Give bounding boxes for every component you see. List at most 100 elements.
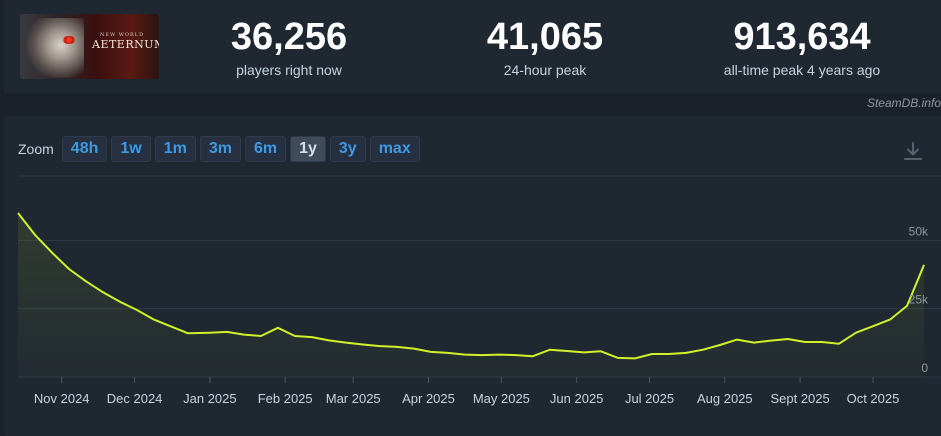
steamdb-credit[interactable]: SteamDB.info	[866, 96, 941, 110]
stat-value: 36,256	[230, 16, 348, 58]
data-point[interactable]	[753, 342, 755, 344]
zoom-1m-button[interactable]: 1m	[154, 136, 196, 162]
data-point[interactable]	[719, 344, 721, 346]
data-point[interactable]	[119, 301, 121, 303]
x-tick-label: Aug 2025	[697, 391, 753, 406]
data-point[interactable]	[430, 351, 432, 353]
zoom-max-button[interactable]: max	[369, 136, 420, 162]
data-point[interactable]	[464, 354, 466, 356]
data-point[interactable]	[345, 342, 347, 344]
data-point[interactable]	[362, 344, 364, 346]
data-point[interactable]	[294, 335, 296, 337]
data-point[interactable]	[702, 349, 704, 351]
data-point[interactable]	[260, 335, 262, 337]
x-tick-label: Oct 2025	[847, 391, 900, 406]
data-point[interactable]	[328, 340, 330, 342]
data-point[interactable]	[634, 358, 636, 360]
stat-label: players right now	[236, 62, 342, 78]
data-point[interactable]	[515, 354, 517, 356]
zoom-6m-button[interactable]: 6m	[244, 136, 287, 162]
data-point[interactable]	[498, 354, 500, 356]
x-tick-label: Jan 2025	[183, 391, 237, 406]
data-point[interactable]	[770, 340, 772, 342]
stat-label: 24-hour peak	[503, 62, 587, 78]
stat-all-time-peak: 913,634 all-time peak 4 years ago	[702, 16, 902, 78]
thumbnail-title: AETERNUM	[92, 38, 159, 51]
zoom-label: Zoom	[18, 141, 54, 157]
data-point[interactable]	[566, 350, 568, 352]
data-point[interactable]	[34, 234, 36, 236]
data-point[interactable]	[396, 346, 398, 348]
data-point[interactable]	[17, 212, 19, 214]
x-tick-label: Apr 2025	[402, 391, 455, 406]
y-tick-label: 0	[921, 361, 928, 375]
x-tick-label: Nov 2024	[34, 391, 90, 406]
data-point[interactable]	[136, 309, 138, 311]
zoom-3m-button[interactable]: 3m	[199, 136, 241, 162]
data-point[interactable]	[787, 338, 789, 340]
data-point[interactable]	[532, 355, 534, 357]
chart-panel: Zoom 48h 1w 1m 3m 6m 1y 3y max	[4, 116, 941, 436]
stat-players-now: 36,256 players right now	[189, 16, 389, 78]
data-point[interactable]	[804, 341, 806, 343]
series-area-fill	[18, 213, 924, 377]
data-point[interactable]	[51, 252, 53, 254]
data-point[interactable]	[187, 333, 189, 335]
data-point[interactable]	[379, 345, 381, 347]
x-tick-label: Dec 2024	[107, 391, 163, 406]
data-point[interactable]	[838, 343, 840, 345]
data-point[interactable]	[209, 332, 211, 334]
data-point[interactable]	[153, 319, 155, 321]
data-point[interactable]	[170, 326, 172, 328]
y-tick-label: 50k	[909, 224, 929, 238]
zoom-1w-button[interactable]: 1w	[111, 136, 151, 162]
data-point[interactable]	[549, 349, 551, 351]
zoom-controls: Zoom 48h 1w 1m 3m 6m 1y 3y max	[18, 135, 424, 163]
data-point[interactable]	[855, 332, 857, 334]
data-point[interactable]	[600, 351, 602, 353]
x-tick-label: Jun 2025	[550, 391, 604, 406]
data-point[interactable]	[889, 319, 891, 321]
data-point[interactable]	[226, 331, 228, 333]
series-line-players[interactable]	[17, 212, 925, 360]
data-point[interactable]	[68, 268, 70, 270]
data-point[interactable]	[447, 352, 449, 354]
stats-bar: NEW WORLD AETERNUM 36,256 players right …	[4, 0, 941, 94]
x-tick-label: Feb 2025	[258, 391, 313, 406]
thumbnail-glowing-eye	[62, 36, 76, 44]
data-point[interactable]	[923, 264, 925, 266]
data-point[interactable]	[668, 353, 670, 355]
thumbnail-tagline: NEW WORLD	[100, 32, 145, 38]
x-tick-label: Mar 2025	[326, 391, 381, 406]
download-icon[interactable]	[902, 140, 924, 162]
data-point[interactable]	[583, 352, 585, 354]
data-point[interactable]	[617, 357, 619, 359]
zoom-3y-button[interactable]: 3y	[329, 136, 366, 162]
data-point[interactable]	[311, 336, 313, 338]
data-point[interactable]	[481, 354, 483, 356]
stat-24h-peak: 41,065 24-hour peak	[445, 16, 645, 78]
game-thumbnail[interactable]: NEW WORLD AETERNUM	[20, 14, 159, 79]
data-point[interactable]	[102, 292, 104, 294]
data-point[interactable]	[736, 339, 738, 341]
data-point[interactable]	[872, 325, 874, 327]
stat-label: all-time peak 4 years ago	[723, 62, 881, 78]
stat-value: 41,065	[486, 16, 604, 58]
data-point[interactable]	[243, 334, 245, 336]
x-tick-label: May 2025	[473, 391, 530, 406]
zoom-48h-button[interactable]: 48h	[61, 136, 108, 162]
data-point[interactable]	[821, 341, 823, 343]
data-point[interactable]	[85, 281, 87, 283]
x-tick-label: Jul 2025	[625, 391, 674, 406]
player-count-chart: Nov 2024 Dec 2024 Jan 2025 Feb 2025 Mar 2025…	[17, 175, 941, 406]
data-point[interactable]	[906, 305, 908, 307]
y-tick-label: 25k	[909, 293, 929, 307]
data-point[interactable]	[413, 348, 415, 350]
thumbnail-character-art	[26, 18, 84, 78]
data-point[interactable]	[685, 352, 687, 354]
x-tick-label: Sept 2025	[770, 391, 829, 406]
data-point[interactable]	[277, 327, 279, 329]
stat-value: 913,634	[733, 16, 871, 58]
data-point[interactable]	[651, 353, 653, 355]
zoom-1y-button[interactable]: 1y	[290, 136, 326, 162]
